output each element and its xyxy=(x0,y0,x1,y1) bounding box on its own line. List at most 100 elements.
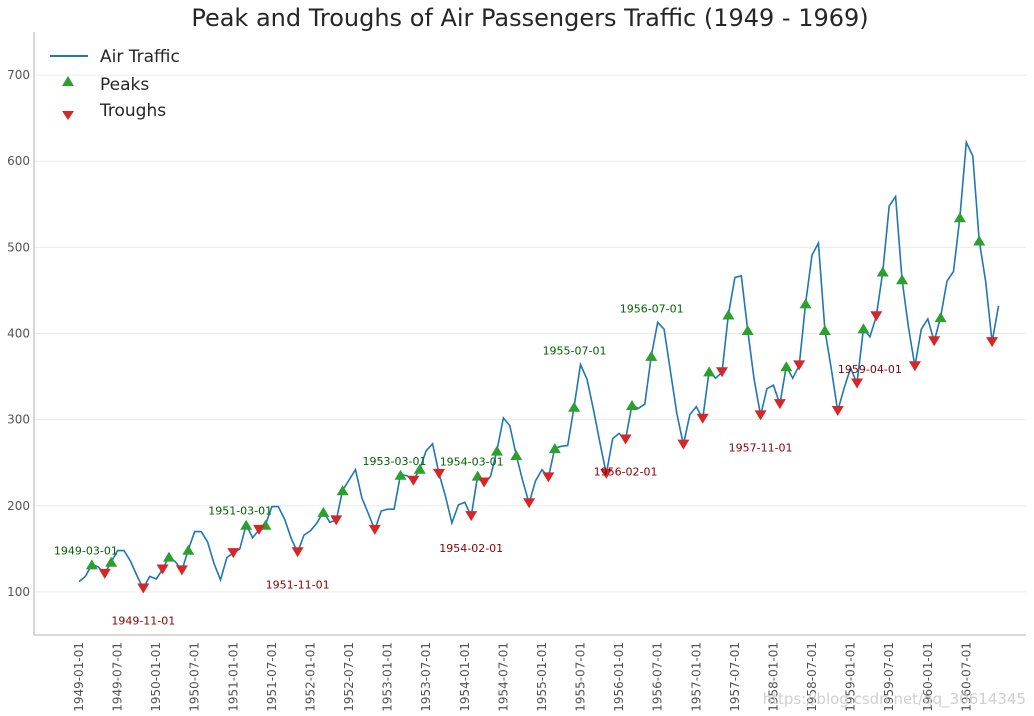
y-tick-label-700: 700 xyxy=(7,68,30,82)
peak-marker xyxy=(645,350,658,361)
trough-marker xyxy=(175,565,188,576)
y-tick-label-200: 200 xyxy=(7,499,30,513)
y-tick-label-500: 500 xyxy=(7,240,30,254)
x-tick-label-1952-07-01: 1952-07-01 xyxy=(342,642,356,712)
peak-marker xyxy=(973,235,986,246)
x-tick-label-1953-07-01: 1953-07-01 xyxy=(419,642,433,712)
peak-marker xyxy=(85,559,98,570)
x-tick-label-1952-01-01: 1952-01-01 xyxy=(303,642,317,712)
legend-peak-swatch xyxy=(62,76,74,86)
trough-marker xyxy=(368,524,381,535)
trough-marker xyxy=(754,410,767,421)
y-tick-label-100: 100 xyxy=(7,585,30,599)
trough-marker xyxy=(433,468,446,479)
trough-annotation: 1956-02-01 xyxy=(594,465,658,478)
peak-marker xyxy=(780,361,793,372)
x-tick-label-1954-01-01: 1954-01-01 xyxy=(458,642,472,712)
peak-annotation: 1949-03-01 xyxy=(54,544,118,557)
legend: Air Traffic Peaks Troughs xyxy=(50,47,180,121)
peak-marker xyxy=(510,449,523,460)
trough-marker xyxy=(677,439,690,450)
y-tick-labels: 100 200 300 400 500 600 700 xyxy=(7,68,30,599)
trough-markers xyxy=(98,311,999,594)
trough-marker xyxy=(523,498,536,509)
y-tick-label-400: 400 xyxy=(7,327,30,341)
y-tick-label-300: 300 xyxy=(7,413,30,427)
legend-trough-swatch xyxy=(62,111,74,120)
trough-marker xyxy=(773,399,786,410)
x-tick-label-1959-01-01: 1959-01-01 xyxy=(844,642,858,712)
x-tick-label-1957-07-01: 1957-07-01 xyxy=(728,642,742,712)
peak-marker xyxy=(799,298,812,309)
peak-marker xyxy=(857,323,870,334)
peak-marker xyxy=(105,556,118,567)
x-tick-label-1951-01-01: 1951-01-01 xyxy=(226,642,240,712)
watermark: https://blog.csdn.net/qq_30614345 xyxy=(763,690,1026,709)
peak-marker xyxy=(818,325,831,336)
x-tick-label-1956-01-01: 1956-01-01 xyxy=(612,642,626,712)
peak-marker xyxy=(317,506,330,517)
peak-marker xyxy=(490,445,503,456)
x-tick-label-1955-01-01: 1955-01-01 xyxy=(535,642,549,712)
peak-annotation: 1956-07-01 xyxy=(620,302,684,315)
peak-annotation: 1954-03-01 xyxy=(440,456,504,469)
x-tick-label-1957-01-01: 1957-01-01 xyxy=(689,642,703,712)
peak-marker xyxy=(394,469,407,480)
x-tick-label-1956-07-01: 1956-07-01 xyxy=(651,642,665,712)
trough-marker xyxy=(465,511,478,522)
peak-annotation: 1951-03-01 xyxy=(208,505,272,518)
legend-label-air-traffic: Air Traffic xyxy=(100,47,180,67)
x-tick-label-1960-01-01: 1960-01-01 xyxy=(921,642,935,712)
trough-annotation: 1949-11-01 xyxy=(111,614,175,627)
peak-marker xyxy=(182,544,195,555)
legend-label-troughs: Troughs xyxy=(99,101,166,121)
grid xyxy=(34,74,1026,593)
trough-marker xyxy=(478,477,491,488)
peak-marker xyxy=(741,325,754,336)
peak-marker xyxy=(953,212,966,223)
trough-marker xyxy=(330,515,343,526)
trough-annotation: 1954-02-01 xyxy=(439,542,503,555)
peak-marker xyxy=(625,399,638,410)
trough-annotation: 1957-11-01 xyxy=(729,441,793,454)
x-tick-label-1955-07-01: 1955-07-01 xyxy=(574,642,588,712)
x-tick-label-1958-01-01: 1958-01-01 xyxy=(766,642,780,712)
chart-title: Peak and Troughs of Air Passengers Traff… xyxy=(191,4,868,32)
trough-marker xyxy=(696,413,709,424)
peak-marker xyxy=(548,443,561,454)
x-tick-labels: 1949-01-01 1949-07-01 1950-01-01 1950-07-01… xyxy=(72,642,973,712)
x-tick-label-1953-01-01: 1953-01-01 xyxy=(381,642,395,712)
peak-marker xyxy=(568,401,581,412)
x-tick-label-1954-07-01: 1954-07-01 xyxy=(496,642,510,712)
peak-marker xyxy=(336,485,349,496)
trough-marker xyxy=(227,548,240,559)
trough-marker xyxy=(407,475,420,486)
annotations: 1949-03-01 1951-03-01 1953-03-01 1954-03-01… xyxy=(54,302,902,627)
x-tick-label-1951-07-01: 1951-07-01 xyxy=(265,642,279,712)
x-tick-label-1950-01-01: 1950-01-01 xyxy=(149,642,163,712)
trough-marker xyxy=(831,406,844,417)
trough-marker xyxy=(137,583,150,594)
trough-marker xyxy=(600,468,613,479)
trough-marker xyxy=(156,564,169,575)
trough-marker xyxy=(908,361,921,372)
axes xyxy=(33,32,1026,636)
trough-annotation: 1959-04-01 xyxy=(838,363,902,376)
trough-marker xyxy=(716,367,728,378)
peak-marker xyxy=(934,312,947,323)
trough-marker xyxy=(870,311,883,322)
x-tick-label-1950-07-01: 1950-07-01 xyxy=(188,642,202,712)
trough-annotation: 1951-11-01 xyxy=(266,578,330,591)
peak-marker xyxy=(896,274,909,285)
peak-marker xyxy=(722,309,735,320)
peak-marker xyxy=(163,551,176,562)
trough-marker xyxy=(928,336,941,347)
peak-marker xyxy=(703,366,716,377)
peak-marker xyxy=(413,463,426,474)
trough-marker xyxy=(619,434,632,445)
y-tick-label-600: 600 xyxy=(7,154,30,168)
trough-marker xyxy=(291,547,304,558)
trough-marker xyxy=(98,568,111,579)
peak-marker xyxy=(876,266,889,277)
